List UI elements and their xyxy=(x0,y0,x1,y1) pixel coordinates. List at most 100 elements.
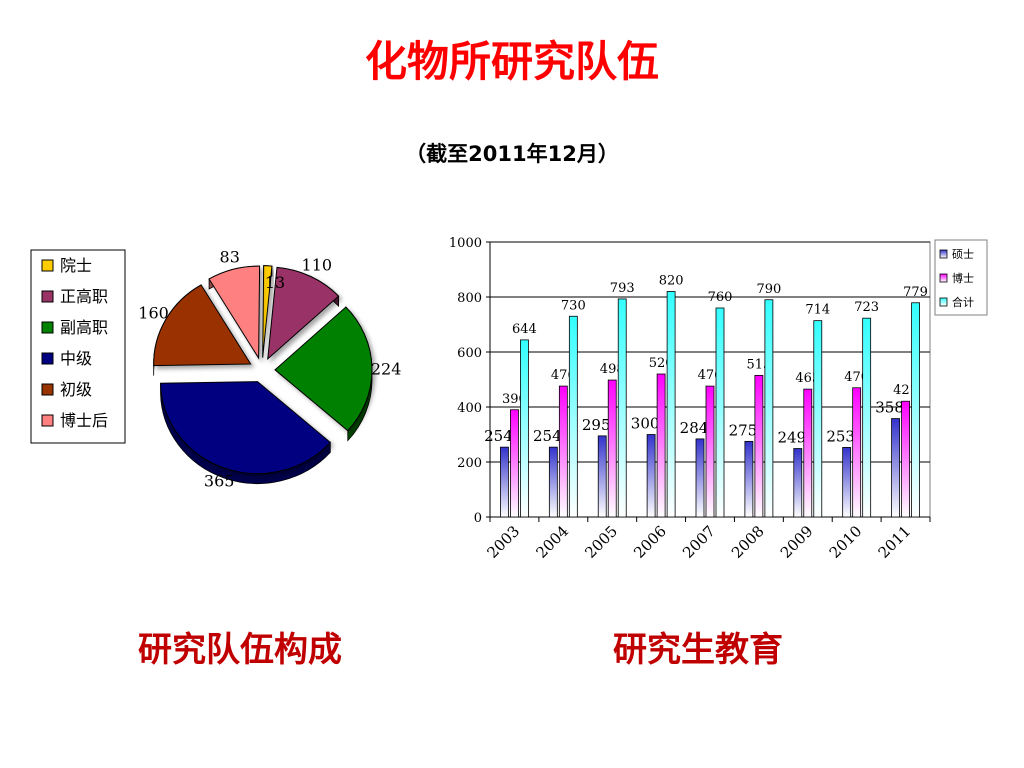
legend-swatch-5 xyxy=(41,414,54,427)
bar-value-label-2-6: 714 xyxy=(805,303,830,318)
bar-value-label-0-8: 358 xyxy=(875,399,904,417)
pie-value-label-2: 224 xyxy=(371,359,402,378)
bar-value-label-2-2: 793 xyxy=(610,281,635,296)
bar-value-label-0-7: 253 xyxy=(826,427,855,445)
y-tick-label-1: 200 xyxy=(457,456,482,471)
legend-label-5: 博士后 xyxy=(60,411,108,430)
bar-legend-swatch-0 xyxy=(939,249,948,259)
x-tick-label-1: 2004 xyxy=(532,522,572,562)
bar-value-label-0-6: 249 xyxy=(777,429,806,447)
bar-硕士-2005 xyxy=(597,435,607,518)
bar-合计-2011 xyxy=(911,302,920,518)
bar-硕士-2007 xyxy=(695,438,705,518)
bar-value-label-0-1: 254 xyxy=(533,427,562,445)
bar-硕士-2011 xyxy=(891,418,900,518)
x-tick-label-3: 2006 xyxy=(630,522,670,562)
bar-value-label-2-3: 820 xyxy=(659,274,684,289)
legend-label-4: 初级 xyxy=(60,380,92,399)
y-tick-label-4: 800 xyxy=(457,291,482,306)
bar-硕士-2008 xyxy=(744,440,754,518)
bar-value-label-0-2: 295 xyxy=(582,416,611,434)
bar-博士-2003 xyxy=(510,409,519,518)
bar-value-label-2-4: 760 xyxy=(708,290,733,305)
pie-labels: 13 110 224 365 160 83 xyxy=(138,247,401,490)
bar-legend-swatch-2 xyxy=(939,297,948,307)
bar-合计-2003 xyxy=(520,339,529,518)
legend-swatch-3 xyxy=(41,352,54,365)
bar-value-label-0-3: 300 xyxy=(631,415,660,433)
bar-合计-2008 xyxy=(764,299,774,518)
pie-value-label-0: 13 xyxy=(265,273,285,292)
bar-硕士-2003 xyxy=(500,446,509,518)
y-tick-label-2: 400 xyxy=(457,401,482,416)
legend-label-2: 副高职 xyxy=(60,318,108,337)
x-tick-label-8: 2011 xyxy=(875,522,915,562)
x-tick-label-5: 2008 xyxy=(728,522,768,562)
pie-slice-1 xyxy=(267,266,340,361)
y-tick-label-0: 0 xyxy=(474,511,482,526)
bar-博士-2011 xyxy=(901,400,910,518)
bar-caption: 研究生教育 xyxy=(613,630,783,670)
bar-合计-2005 xyxy=(617,298,627,518)
x-tick-label-7: 2010 xyxy=(826,522,866,562)
bar-硕士-2009 xyxy=(793,448,803,518)
bar-硕士-2010 xyxy=(842,447,852,518)
bar-value-label-0-0: 254 xyxy=(484,427,513,445)
pie-slice-3 xyxy=(160,381,332,484)
y-tick-label-3: 600 xyxy=(457,346,482,361)
pie-value-label-1: 110 xyxy=(302,255,333,274)
bar-value-label-0-4: 284 xyxy=(680,419,709,437)
bar-博士-2007 xyxy=(705,385,715,518)
bar-合计-2009 xyxy=(813,320,823,518)
bar-chart: 0200400600800100025439064420032544767302… xyxy=(449,236,988,562)
pie-value-label-3: 365 xyxy=(204,472,235,491)
bar-合计-2004 xyxy=(568,315,578,518)
x-tick-label-2: 2005 xyxy=(581,522,621,562)
bar-value-label-2-5: 790 xyxy=(756,282,781,297)
legend-swatch-0 xyxy=(41,259,54,272)
x-tick-label-0: 2003 xyxy=(484,522,524,562)
bar-legend-label-1: 博士 xyxy=(952,272,974,285)
pie-value-label-5: 83 xyxy=(220,247,240,266)
pie-slices xyxy=(153,265,373,484)
bar-plot-area: 0200400600800100025439064420032544767302… xyxy=(449,236,931,562)
bar-value-label-2-8: 779 xyxy=(903,285,928,300)
bar-博士-2009 xyxy=(803,388,813,518)
bar-硕士-2004 xyxy=(548,446,558,518)
legend-label-1: 正高职 xyxy=(60,287,108,306)
bar-value-label-2-0: 644 xyxy=(512,322,537,337)
bar-博士-2008 xyxy=(754,374,764,518)
bar-合计-2006 xyxy=(666,291,676,518)
page-title: 化物所研究队伍 xyxy=(364,37,659,86)
bar-合计-2007 xyxy=(715,307,725,518)
legend-swatch-4 xyxy=(41,383,54,396)
pie-value-label-4: 160 xyxy=(138,304,169,323)
legend-swatch-2 xyxy=(41,321,54,334)
legend-swatch-1 xyxy=(41,290,54,303)
pie-slice-0 xyxy=(262,265,273,358)
bar-博士-2010 xyxy=(852,387,862,518)
bar-博士-2004 xyxy=(558,385,568,518)
pie-caption: 研究队伍构成 xyxy=(138,630,342,670)
y-tick-label-5: 1000 xyxy=(449,236,482,251)
pie-slice-4 xyxy=(153,284,252,376)
bar-博士-2006 xyxy=(656,373,666,518)
bar-legend-label-0: 硕士 xyxy=(952,248,974,261)
legend-label-0: 院士 xyxy=(60,256,92,275)
bar-合计-2010 xyxy=(862,317,872,518)
page-subtitle: （截至2011年12月） xyxy=(405,142,619,166)
bar-博士-2005 xyxy=(607,379,617,518)
x-tick-label-4: 2007 xyxy=(679,522,719,562)
pie-slice-2 xyxy=(274,306,373,442)
bar-legend-label-2: 合计 xyxy=(952,295,974,309)
x-tick-label-6: 2009 xyxy=(777,522,817,562)
bar-value-label-2-1: 730 xyxy=(561,298,586,313)
legend-label-3: 中级 xyxy=(60,349,92,368)
bar-硕士-2006 xyxy=(646,434,656,518)
pie-slice-5 xyxy=(208,265,261,360)
bar-value-label-2-7: 723 xyxy=(854,300,879,315)
bar-value-label-0-5: 275 xyxy=(729,421,758,439)
